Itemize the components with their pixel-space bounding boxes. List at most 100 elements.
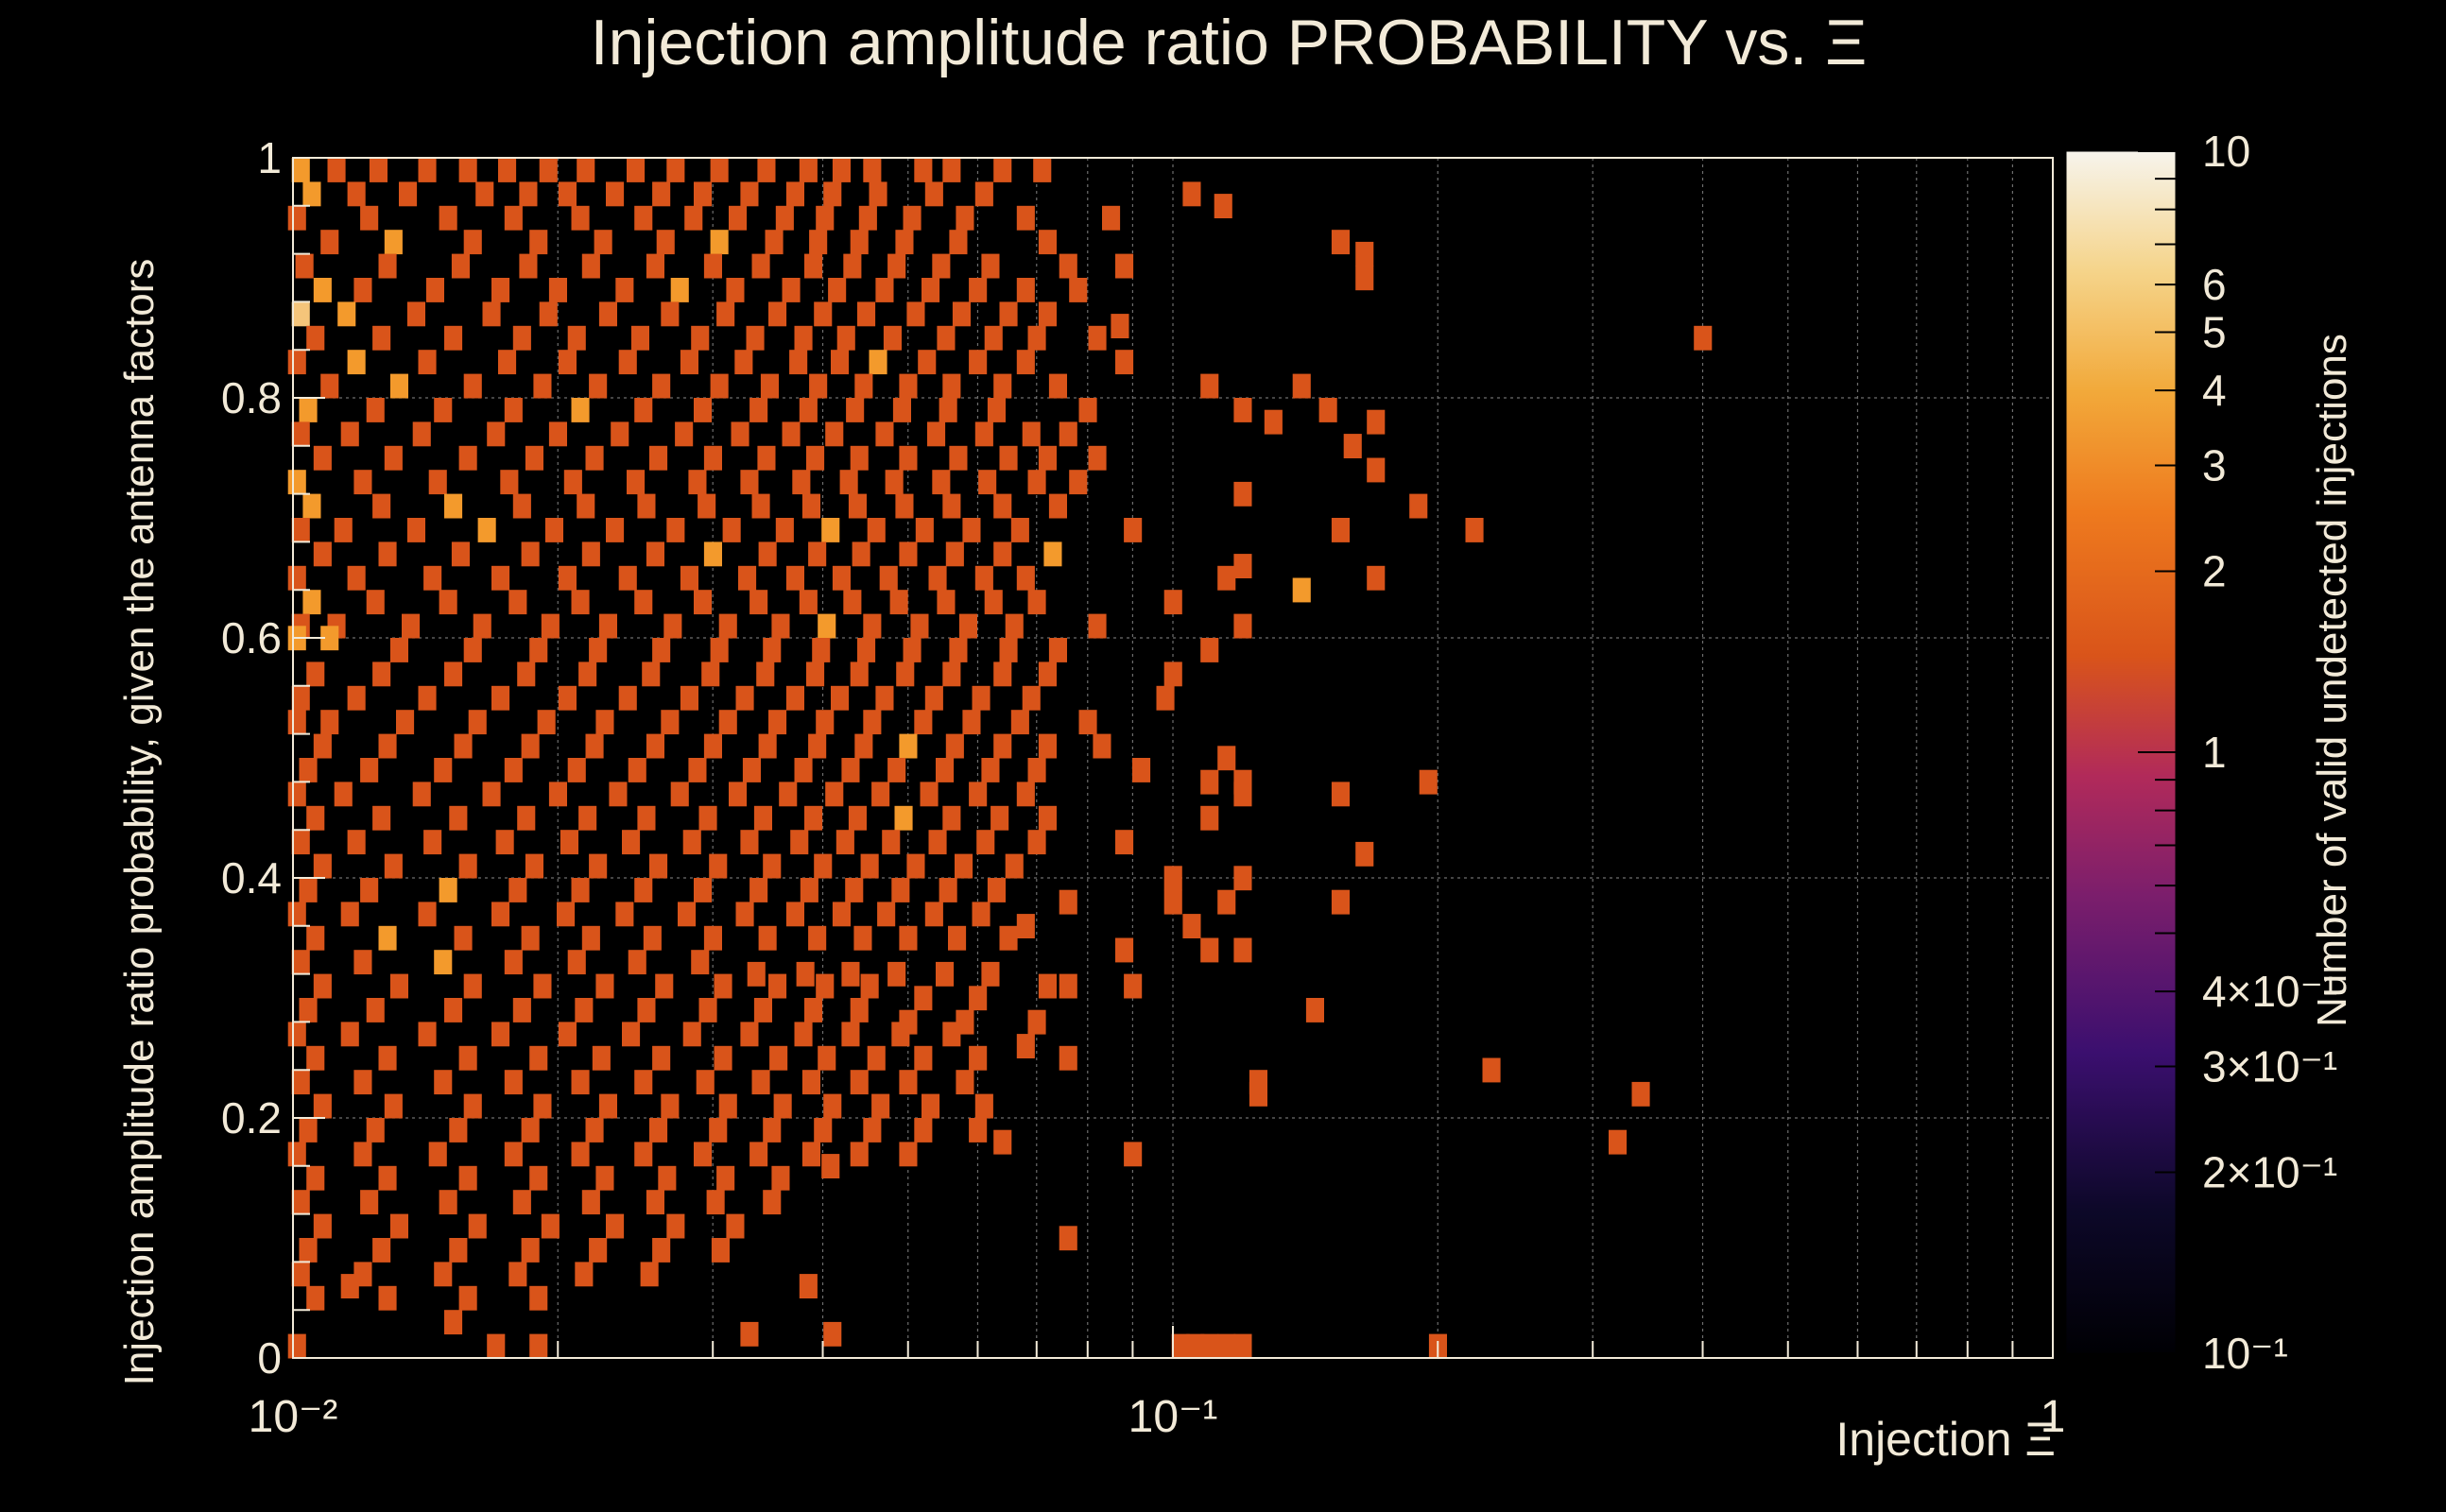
- heatmap-cell: [313, 278, 332, 302]
- heatmap-cell: [877, 902, 896, 927]
- heatmap-cell: [627, 158, 646, 182]
- heatmap-cell: [320, 373, 339, 399]
- heatmap-cell: [1331, 889, 1350, 915]
- heatmap-cell: [756, 662, 775, 687]
- heatmap-cell: [313, 1093, 332, 1119]
- heatmap-cell: [418, 1022, 437, 1047]
- heatmap-cell: [306, 805, 325, 831]
- heatmap-cell: [1022, 685, 1041, 711]
- heatmap-cell: [845, 878, 864, 902]
- heatmap-cell: [1038, 662, 1057, 687]
- heatmap-cell: [646, 253, 664, 279]
- heatmap-cell: [726, 1213, 745, 1239]
- heatmap-cell: [463, 973, 482, 999]
- heatmap-cell: [372, 805, 391, 831]
- heatmap-cell: [698, 998, 717, 1022]
- heatmap-cell: [384, 445, 403, 471]
- heatmap-cell: [634, 590, 653, 615]
- heatmap-cell: [1214, 194, 1232, 218]
- heatmap-cell: [287, 1333, 306, 1359]
- heatmap-cell: [809, 373, 828, 399]
- heatmap-cell: [706, 1190, 725, 1215]
- heatmap-cell: [533, 973, 552, 999]
- heatmap-cell: [1233, 937, 1252, 963]
- heatmap-cell: [914, 1045, 933, 1071]
- heatmap-cell: [867, 518, 886, 542]
- heatmap-cell: [1132, 758, 1151, 782]
- heatmap-cell: [299, 758, 318, 782]
- heatmap-cell: [694, 398, 713, 422]
- heatmap-cell: [850, 445, 869, 471]
- heatmap-cell: [529, 1165, 548, 1191]
- heatmap-cell: [340, 1022, 359, 1047]
- heatmap-cell: [841, 961, 860, 987]
- heatmap-cell: [794, 758, 813, 782]
- axes: 10⁻² 10⁻¹ 1 0 0.2 0.4 0.6 0.8 1: [221, 133, 2065, 1442]
- heatmap-cell: [578, 662, 597, 687]
- heatmap-cell: [313, 853, 332, 879]
- heatmap-cell: [1038, 445, 1057, 471]
- heatmap-cell: [287, 782, 306, 807]
- heatmap-cell: [1115, 937, 1134, 963]
- heatmap-cell: [969, 350, 988, 375]
- heatmap-cell: [652, 181, 671, 207]
- heatmap-cell: [1264, 409, 1283, 435]
- heatmap-cell: [360, 878, 379, 902]
- heatmap-cell: [637, 493, 656, 519]
- heatmap-cell: [666, 518, 685, 542]
- heatmap-cell: [1367, 409, 1386, 435]
- heatmap-cell: [763, 853, 782, 879]
- heatmap-cell: [763, 1118, 782, 1143]
- heatmap-cell: [1305, 998, 1324, 1022]
- heatmap-cell: [418, 158, 437, 182]
- heatmap-cell: [299, 1238, 318, 1263]
- heatmap-cell: [993, 493, 1012, 519]
- heatmap-cell: [1217, 565, 1236, 591]
- heatmap-cell: [753, 998, 772, 1022]
- heatmap-cell: [801, 1142, 820, 1167]
- heatmap-cell: [799, 1274, 818, 1298]
- heatmap-cell: [710, 230, 729, 255]
- heatmap-cell: [498, 158, 517, 182]
- heatmap-cell: [630, 325, 649, 351]
- heatmap-cell: [746, 325, 765, 351]
- heatmap-cell: [353, 950, 372, 975]
- heatmap-cell: [914, 158, 933, 182]
- heatmap-cell: [850, 1142, 869, 1167]
- heatmap-cell: [557, 902, 576, 927]
- heatmap-cell: [899, 1070, 918, 1095]
- colorbar-tick-label: 1: [2202, 728, 2227, 777]
- heatmap-cell: [871, 1093, 890, 1119]
- heatmap-cell: [895, 493, 914, 519]
- heatmap-cell: [993, 158, 1012, 182]
- heatmap-cell: [1200, 373, 1219, 399]
- heatmap-cell: [768, 710, 787, 735]
- heatmap-cell: [726, 278, 745, 302]
- heatmap-cell: [860, 973, 879, 999]
- y-tick-label: 1: [257, 133, 282, 182]
- heatmap-cell: [760, 373, 779, 399]
- heatmap-cell: [347, 685, 366, 711]
- heatmap-cell: [924, 902, 943, 927]
- heatmap-cell: [891, 1022, 910, 1047]
- heatmap-cell: [1217, 746, 1236, 771]
- heatmap-cell: [634, 205, 653, 231]
- heatmap-cell: [928, 565, 947, 591]
- heatmap-cell: [889, 590, 908, 615]
- heatmap-cell: [875, 421, 894, 447]
- heatmap-cell: [581, 541, 600, 567]
- heatmap-cell: [806, 662, 825, 687]
- heatmap-cell: [1048, 493, 1067, 519]
- heatmap-cell: [682, 1022, 701, 1047]
- heatmap-cell: [758, 541, 777, 567]
- heatmap-cell: [694, 181, 713, 207]
- heatmap-cell: [634, 398, 653, 422]
- heatmap-cell: [751, 253, 770, 279]
- heatmap-cell: [434, 1262, 453, 1287]
- heatmap-cell: [785, 565, 804, 591]
- colorbar-tick-label: 10: [2202, 127, 2250, 176]
- heatmap-cell: [952, 301, 971, 327]
- heatmap-cell: [353, 1070, 372, 1095]
- heatmap-cell: [863, 613, 882, 639]
- heatmap-cell: [910, 613, 929, 639]
